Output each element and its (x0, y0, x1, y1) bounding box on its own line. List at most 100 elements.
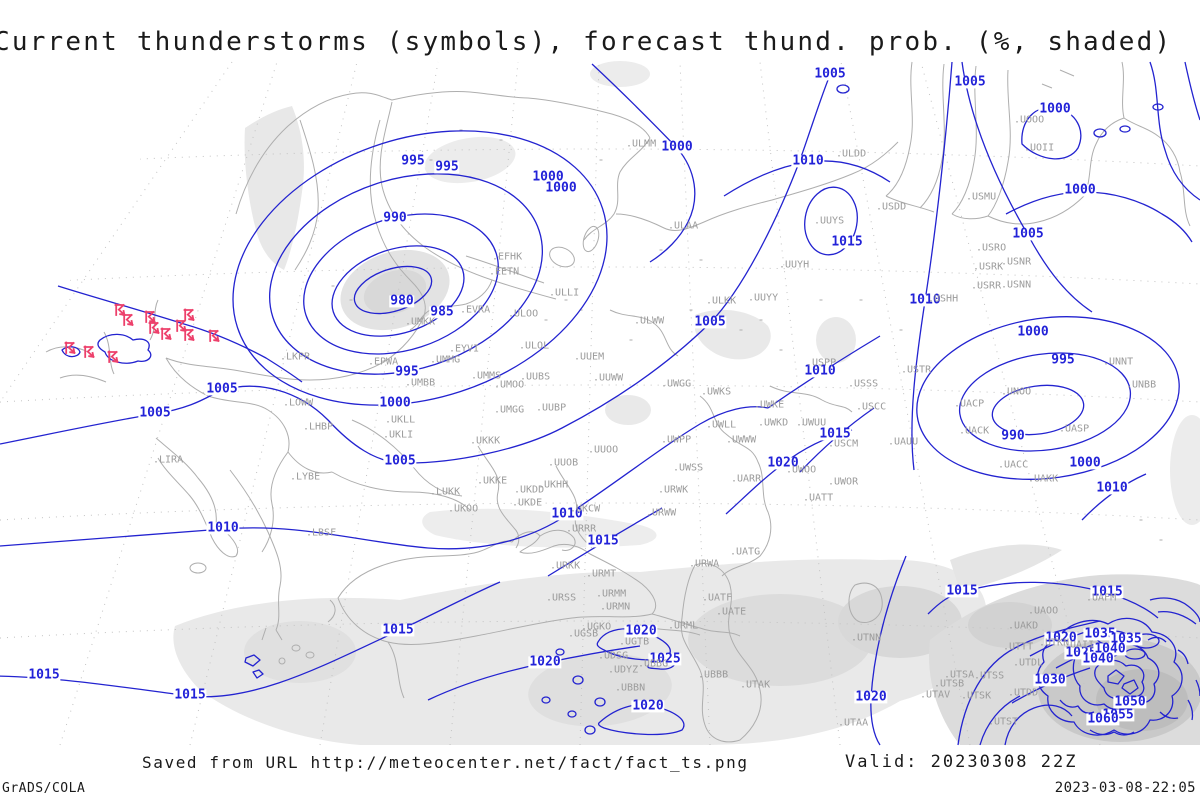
isobar-value-label: 1020 (766, 455, 800, 471)
isobar-value-label: 1005 (813, 66, 847, 82)
storm-symbols-layer (64, 303, 220, 363)
isobar-value-label: 1015 (27, 667, 61, 683)
station-code-label: .UATT (803, 492, 834, 504)
isobar-value-label: 1000 (544, 180, 578, 196)
station-code-label: .UAKD (1008, 620, 1039, 632)
station-code-label: .UKDD (514, 484, 545, 496)
station-code-label: .UNOO (1001, 386, 1032, 398)
station-code-label: .UWOR (828, 476, 859, 488)
station-code-label: .UKLI (383, 429, 414, 441)
isobar-value-label: 1020 (854, 689, 888, 705)
station-code-label: .EVRA (460, 304, 491, 316)
station-code-label: .UTTT (1003, 641, 1034, 653)
station-code-label: .LHBP (303, 421, 334, 433)
station-code-label: .UWKS (701, 386, 732, 398)
station-code-label: .UNBB (1126, 379, 1157, 391)
isobar-value-label: 1005 (138, 405, 172, 421)
station-code-label: .UATE (716, 606, 747, 618)
station-code-label: .UATF (702, 592, 733, 604)
station-code-label: .UGSB (568, 628, 599, 640)
station-code-label: .ULOO (508, 308, 539, 320)
station-code-label: .USCC (856, 401, 887, 413)
station-code-label: .URRR (566, 523, 597, 535)
station-code-label: .URKK (550, 560, 581, 572)
coastlines (45, 61, 1191, 743)
station-code-label: .UOII (1024, 142, 1055, 154)
station-code-label: .URMM (596, 588, 627, 600)
thunderstorm-symbol (114, 303, 126, 316)
station-code-label: .UUYS (814, 215, 845, 227)
station-code-label: .UTDD (1008, 687, 1039, 699)
station-code-label: .UTAV (920, 689, 951, 701)
isobar-value-label: 1015 (1090, 584, 1124, 600)
station-code-label: .UAKK (1028, 473, 1059, 485)
station-code-label: .ULLI (549, 287, 580, 299)
thunderstorm-symbol (83, 345, 95, 358)
station-code-label: .USNR (1001, 256, 1032, 268)
station-code-label: .UMMS (471, 370, 502, 382)
station-code-label: .UASP (1059, 423, 1090, 435)
station-code-label: .USPP (806, 357, 837, 369)
valid-time-text: Valid: 20230308 22Z (845, 752, 1078, 772)
station-code-label: .URSS (546, 592, 577, 604)
isobar-value-label: 980 (389, 293, 415, 309)
station-code-label: .USHH (928, 293, 959, 305)
isobar-value-label: 1005 (693, 314, 727, 330)
station-code-label: .UGTB (619, 636, 650, 648)
station-code-label: .UTSS (974, 670, 1005, 682)
station-code-label: .UKLL (385, 414, 416, 426)
station-code-label: .UMOO (494, 379, 525, 391)
station-code-label: .LKPR (280, 351, 311, 363)
station-code-label: .UKDE (512, 497, 543, 509)
isobar-value-label: 1015 (586, 533, 620, 549)
thunderstorm-symbol (64, 341, 76, 354)
isobar-value-label: 985 (429, 304, 455, 320)
isobar-value-label: 1035 (1083, 626, 1117, 642)
station-code-label: .UTNN (851, 632, 882, 644)
station-code-label: .UGKO (581, 621, 612, 633)
station-code-label: .USDD (876, 201, 907, 213)
isobar-value-label: 995 (434, 159, 460, 175)
isobar-value-label: 1020 (631, 698, 665, 714)
station-code-label: .UTAK (740, 679, 771, 691)
station-code-label: .ULMM (626, 138, 657, 150)
station-code-label: .ULWW (634, 315, 665, 327)
station-code-label: .UKHH (538, 479, 569, 491)
thunderstorm-symbol (122, 313, 134, 326)
isobar-value-label: 1030 (1033, 672, 1067, 688)
station-code-label: .URWW (646, 507, 677, 519)
station-code-label: .UBBB (698, 669, 729, 681)
station-code-label: .UWWW (726, 434, 757, 446)
station-code-label: .UWUU (796, 417, 827, 429)
isobar-value-label: 1010 (791, 153, 825, 169)
station-code-label: .ULKK (706, 295, 737, 307)
station-code-label: .LOWW (283, 397, 314, 409)
station-code-label: .USNN (1001, 279, 1032, 291)
isobar-value-label: 1000 (378, 395, 412, 411)
station-code-label: .USSS (848, 378, 879, 390)
graticule (0, 61, 1200, 746)
station-code-label: .ULOL (519, 340, 550, 352)
station-code-label: .UWSS (673, 462, 704, 474)
station-code-label: .UTSB (934, 678, 965, 690)
isobar-value-label: 1015 (945, 583, 979, 599)
station-code-label: .UTAA (838, 717, 869, 729)
station-code-label: .EETN (489, 266, 520, 278)
station-code-label: .UDSG (598, 650, 629, 662)
station-code-label: .URWK (658, 484, 689, 496)
isobar-value-label: 1015 (173, 687, 207, 703)
station-code-label: .UAFM (1086, 592, 1117, 604)
station-code-label: .UTST (988, 716, 1019, 728)
station-code-label: .UACP (954, 398, 985, 410)
isobar-value-label: 1000 (1063, 182, 1097, 198)
isobar-value-label: 1015 (381, 622, 415, 638)
station-code-label: .UWKE (754, 399, 785, 411)
station-code-label: .UOOO (1014, 114, 1045, 126)
station-code-label: .UAII (1064, 639, 1095, 651)
station-code-label: .USCM (828, 438, 859, 450)
isobar-value-label: 1060 (1086, 711, 1120, 727)
station-code-label: .UBBN (615, 682, 646, 694)
station-code-label: .UUOO (588, 444, 619, 456)
station-code-label: .UBBG (638, 658, 669, 670)
thunderstorm-symbol (107, 350, 119, 363)
